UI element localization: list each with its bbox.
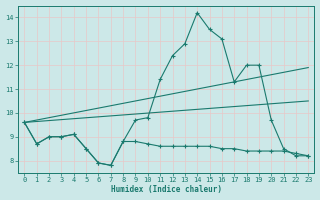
X-axis label: Humidex (Indice chaleur): Humidex (Indice chaleur)	[111, 185, 222, 194]
